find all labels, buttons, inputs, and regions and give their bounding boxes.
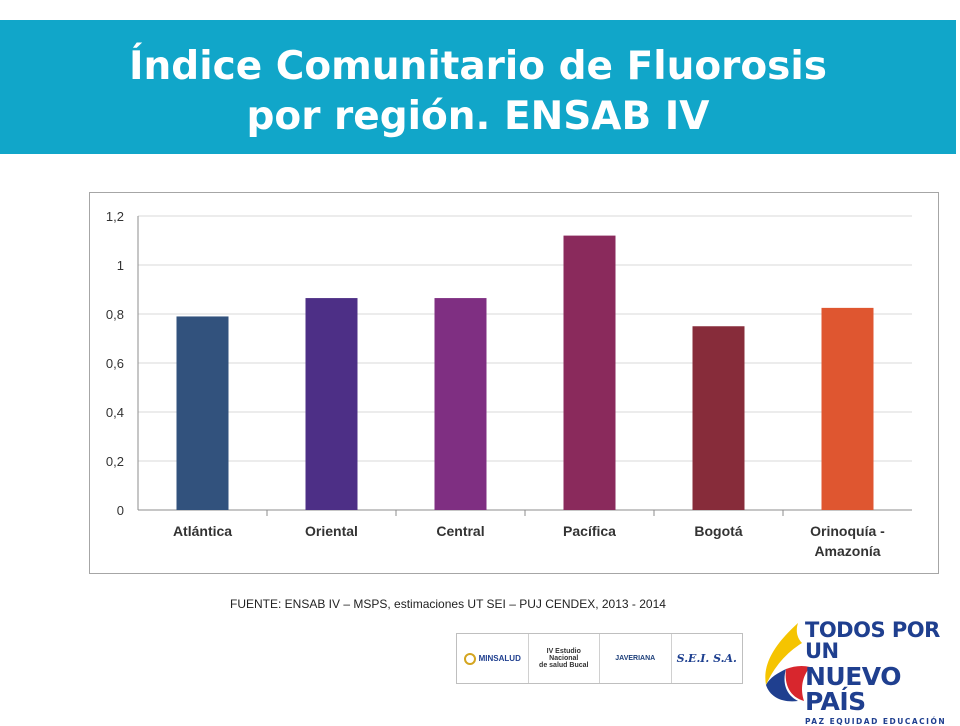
slide-title-line-2: por región. ENSAB IV xyxy=(246,94,710,139)
bar xyxy=(692,326,745,510)
bar xyxy=(821,307,874,510)
gov-slogan-line-3: PAZ EQUIDAD EDUCACIÓN xyxy=(805,717,947,726)
partner-logos: MINSALUD IV Estudio Nacional de salud Bu… xyxy=(456,633,743,684)
slide-title: Índice Comunitario de Fluorosis por regi… xyxy=(0,42,956,142)
bar xyxy=(305,298,358,510)
gov-slogan-line-2: NUEVO PAÍS xyxy=(805,662,901,716)
x-tick-label: Pacífica xyxy=(563,523,616,539)
title-banner xyxy=(0,20,956,154)
javeriana-label: JAVERIANA xyxy=(615,655,656,662)
ensab-line-1: IV Estudio Nacional xyxy=(546,648,581,662)
x-tick-label: Amazonía xyxy=(814,543,880,559)
sei-label: S.E.I. S.A. xyxy=(676,652,737,665)
y-tick-label: 1,2 xyxy=(106,209,124,224)
colombia-flag-icon xyxy=(765,623,810,702)
bar xyxy=(434,298,487,510)
x-tick-label: Bogotá xyxy=(694,523,742,539)
x-tick-label: Central xyxy=(436,523,484,539)
slide-title-line-1: Índice Comunitario de Fluorosis xyxy=(129,44,827,89)
ensab-line-2: de salud Bucal xyxy=(539,662,589,669)
bar-chart: 0 0,2 0,4 0,6 0,8 1 1,2 Atlántica Oriental Centra… xyxy=(89,192,939,574)
minsalud-logo: MINSALUD xyxy=(457,634,529,683)
source-note: FUENTE: ENSAB IV – MSPS, estimaciones UT… xyxy=(230,597,666,611)
x-tick-label: Orinoquía - xyxy=(810,523,885,539)
x-tick-label: Oriental xyxy=(305,523,358,539)
y-tick-label: 0,2 xyxy=(106,454,124,469)
y-tick-label: 0,8 xyxy=(106,307,124,322)
bar xyxy=(563,235,616,510)
x-tick-label: Atlántica xyxy=(173,523,232,539)
minsalud-label: MINSALUD xyxy=(478,654,521,663)
seal-icon xyxy=(463,652,476,665)
sei-logo: S.E.I. S.A. xyxy=(672,634,743,683)
y-tick-label: 0,6 xyxy=(106,356,124,371)
gov-slogan-line-1: TODOS POR UN xyxy=(805,618,940,663)
y-tick-label: 1 xyxy=(117,258,124,273)
bar xyxy=(176,316,229,510)
y-tick-label: 0,4 xyxy=(106,405,124,420)
y-tick-label: 0 xyxy=(117,503,124,518)
javeriana-logo: JAVERIANA xyxy=(600,634,672,683)
gov-slogan: TODOS POR UN NUEVO PAÍS PAZ EQUIDAD EDUC… xyxy=(805,620,960,726)
ensab-logo: IV Estudio Nacional de salud Bucal xyxy=(529,634,600,683)
bar-chart-svg: 0 0,2 0,4 0,6 0,8 1 1,2 Atlántica Oriental Centra… xyxy=(106,209,912,559)
